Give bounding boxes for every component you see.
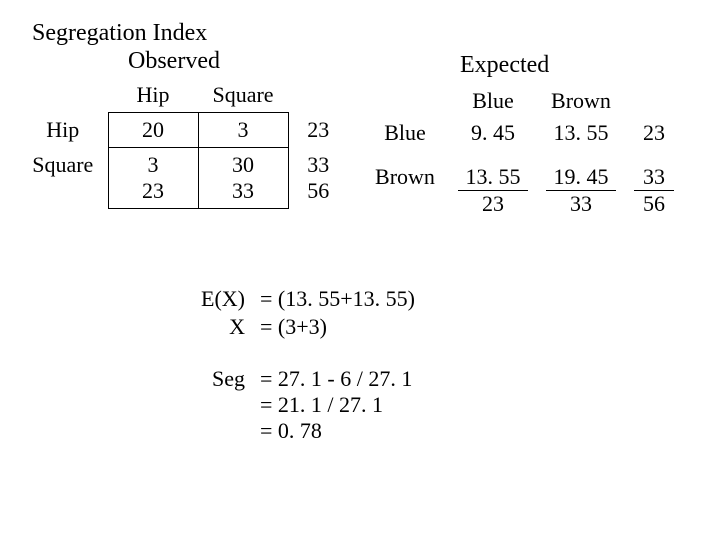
obs-margin-row2-top: 33 <box>307 152 329 177</box>
observed-heading: Observed <box>128 48 220 75</box>
calc-x-value: = (3+3) <box>259 313 416 341</box>
expected-table: Blue Brown Blue 9. 45 13. 55 23 Brown 13… <box>360 84 684 221</box>
obs-margin-row2-bot: 56 <box>307 178 329 203</box>
obs-row-hip: Hip <box>18 113 108 148</box>
obs-cell-r2c2-bot: 33 <box>232 178 254 203</box>
calc-seg-line3: = 0. 78 <box>260 418 415 444</box>
obs-col-square: Square <box>198 78 288 113</box>
exp-col-brown: Brown <box>538 86 624 116</box>
calc-ex-label: E(X) <box>200 285 259 313</box>
calc-seg-line1: = 27. 1 - 6 / 27. 1 <box>260 366 415 392</box>
obs-row-square: Square <box>18 148 108 209</box>
exp-cell-r1c1: 9. 45 <box>450 118 536 148</box>
obs-cell-r2c1-bot: 23 <box>142 178 164 203</box>
obs-cell-r2c2-top: 30 <box>232 152 254 177</box>
exp-row-blue: Blue <box>362 118 448 148</box>
exp-col-blue: Blue <box>450 86 536 116</box>
exp-cell-r1c2: 13. 55 <box>538 118 624 148</box>
expected-heading: Expected <box>460 52 549 79</box>
calc-x-label: X <box>200 313 259 341</box>
exp-margin-row1: 23 <box>626 118 682 148</box>
calc-ex-value: = (13. 55+13. 55) <box>259 285 416 313</box>
obs-margin-row1: 23 <box>288 113 348 148</box>
calc-seg-label: Seg <box>200 365 259 445</box>
exp-margin-row2-bot: 56 <box>634 190 674 217</box>
obs-cell-r1c1: 20 <box>108 113 198 148</box>
exp-row-brown: Brown <box>362 162 448 219</box>
exp-cell-r2c2-bot: 33 <box>546 190 616 217</box>
exp-cell-r2c1-top: 13. 55 <box>458 164 528 190</box>
obs-cell-r2c1-top: 3 <box>148 152 159 177</box>
exp-cell-r2c2-top: 19. 45 <box>546 164 616 190</box>
obs-cell-r1c2: 3 <box>198 113 288 148</box>
obs-col-hip: Hip <box>108 78 198 113</box>
exp-cell-r2c1-bot: 23 <box>458 190 528 217</box>
page-title: Segregation Index <box>32 20 207 47</box>
calc-seg-line2: = 21. 1 / 27. 1 <box>260 392 415 418</box>
exp-margin-row2-top: 33 <box>634 164 674 190</box>
observed-table: Hip Square Hip 20 3 23 Square 3 23 30 33… <box>18 78 348 209</box>
calc-block: E(X) = (13. 55+13. 55) X = (3+3) Seg = 2… <box>200 285 416 445</box>
